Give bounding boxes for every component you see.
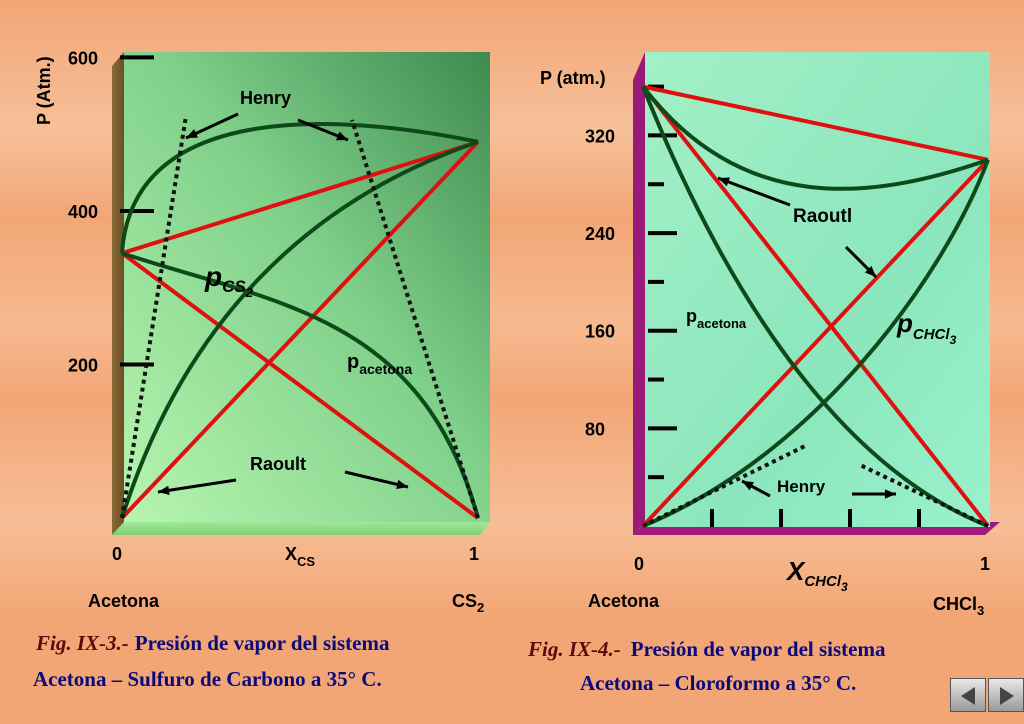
left-curve-pcs2: [120, 139, 479, 519]
right-annotation-raoutl: Raoutl: [793, 206, 852, 227]
left-chart-side-wall: [112, 52, 124, 535]
right-triangle-icon: [1000, 687, 1014, 705]
right-y-tick-label: 320: [585, 126, 615, 146]
right-chart-x-ticks: [710, 509, 921, 527]
left-curve-total: [120, 122, 479, 254]
right-chart-side-wall: [633, 52, 645, 535]
left-y-tick-label: 200: [68, 355, 98, 375]
left-annotation-henry: Henry: [240, 88, 291, 108]
right-raoutl-arrow-1-head: [718, 177, 730, 187]
right-x-end-label-acetona: Acetona: [588, 591, 660, 611]
right-annotation-henry: Henry: [777, 477, 826, 496]
left-raoult-line-pcs2: [120, 140, 480, 520]
right-raoult-line-total: [642, 84, 989, 162]
left-y-tick-label: 400: [68, 202, 98, 222]
left-henry-arrow-1-head: [186, 129, 198, 138]
right-x-axis-label: XCHCl3: [785, 556, 848, 594]
right-x-tick-1: 1: [980, 554, 990, 574]
right-chart-y-tick-labels: 320 240 160 80: [585, 126, 615, 439]
right-y-tick-label: 160: [585, 322, 615, 342]
left-chart-floor: [112, 522, 490, 535]
left-raoult-arrow-2-head: [396, 479, 408, 489]
previous-slide-button[interactable]: [950, 678, 986, 712]
right-caption-line2: Acetona – Cloroformo a 35° C.: [580, 671, 856, 695]
right-henry-arrow-1-head: [742, 481, 754, 491]
left-chart-series: [120, 112, 480, 520]
left-x-tick-0: 0: [112, 544, 122, 564]
right-y-axis-label: P (atm.): [540, 68, 606, 88]
right-curve-pacetona: [641, 85, 989, 528]
left-curve-pacetona: [121, 251, 480, 519]
right-henry-line-1: [642, 444, 806, 528]
next-slide-button[interactable]: [988, 678, 1024, 712]
right-x-end-label-chcl3: CHCl3: [933, 594, 984, 618]
right-raoult-line-pacetona: [641, 85, 990, 528]
right-chart-plot-area: [645, 52, 990, 527]
right-x-tick-0: 0: [634, 554, 644, 574]
left-henry-line-2: [350, 119, 480, 519]
left-annotation-raoult: Raoult: [250, 454, 306, 474]
right-raoult-line-pchcl3: [641, 158, 990, 528]
left-x-axis-label: XCS: [285, 544, 315, 569]
left-x-tick-1: 1: [469, 544, 479, 564]
left-chart-y-tick-labels: 600 400 200: [68, 48, 98, 375]
right-y-tick-label: 240: [585, 224, 615, 244]
left-y-tick-label: 600: [68, 48, 98, 68]
left-caption-line2: Acetona – Sulfuro de Carbono a 35° C.: [33, 667, 382, 691]
left-chart: 600 400 200: [68, 48, 490, 535]
left-raoult-arrow-1: [157, 478, 237, 494]
right-chart: 320 240 160 80: [585, 52, 1000, 535]
left-henry-line-1: [120, 115, 188, 519]
left-x-end-label-cs2: CS2: [452, 591, 484, 615]
right-chart-series: [641, 84, 990, 528]
right-curve-pchcl3: [642, 159, 990, 528]
right-raoutl-arrow-1: [717, 176, 791, 207]
right-y-tick-label: 80: [585, 419, 605, 439]
left-caption-line1: Fig. IX-3.- Presión de vapor del sistema: [35, 631, 390, 655]
left-y-axis-label: P (Atm.): [34, 56, 54, 125]
left-raoult-line-total: [121, 139, 479, 256]
right-caption-line1: Fig. IX-4.- Presión de vapor del sistema: [527, 637, 886, 661]
left-raoult-line-pacetona: [120, 251, 480, 520]
right-henry-arrow-2-head: [884, 489, 896, 499]
left-x-end-label-acetona: Acetona: [88, 591, 160, 611]
left-henry-arrow-2-head: [336, 131, 348, 141]
left-triangle-icon: [961, 687, 975, 705]
right-curve-total: [641, 85, 989, 191]
right-henry-line-2: [857, 462, 989, 528]
right-raoutl-arrow-2-head: [864, 265, 876, 277]
left-raoult-arrow-1-head: [158, 485, 170, 495]
